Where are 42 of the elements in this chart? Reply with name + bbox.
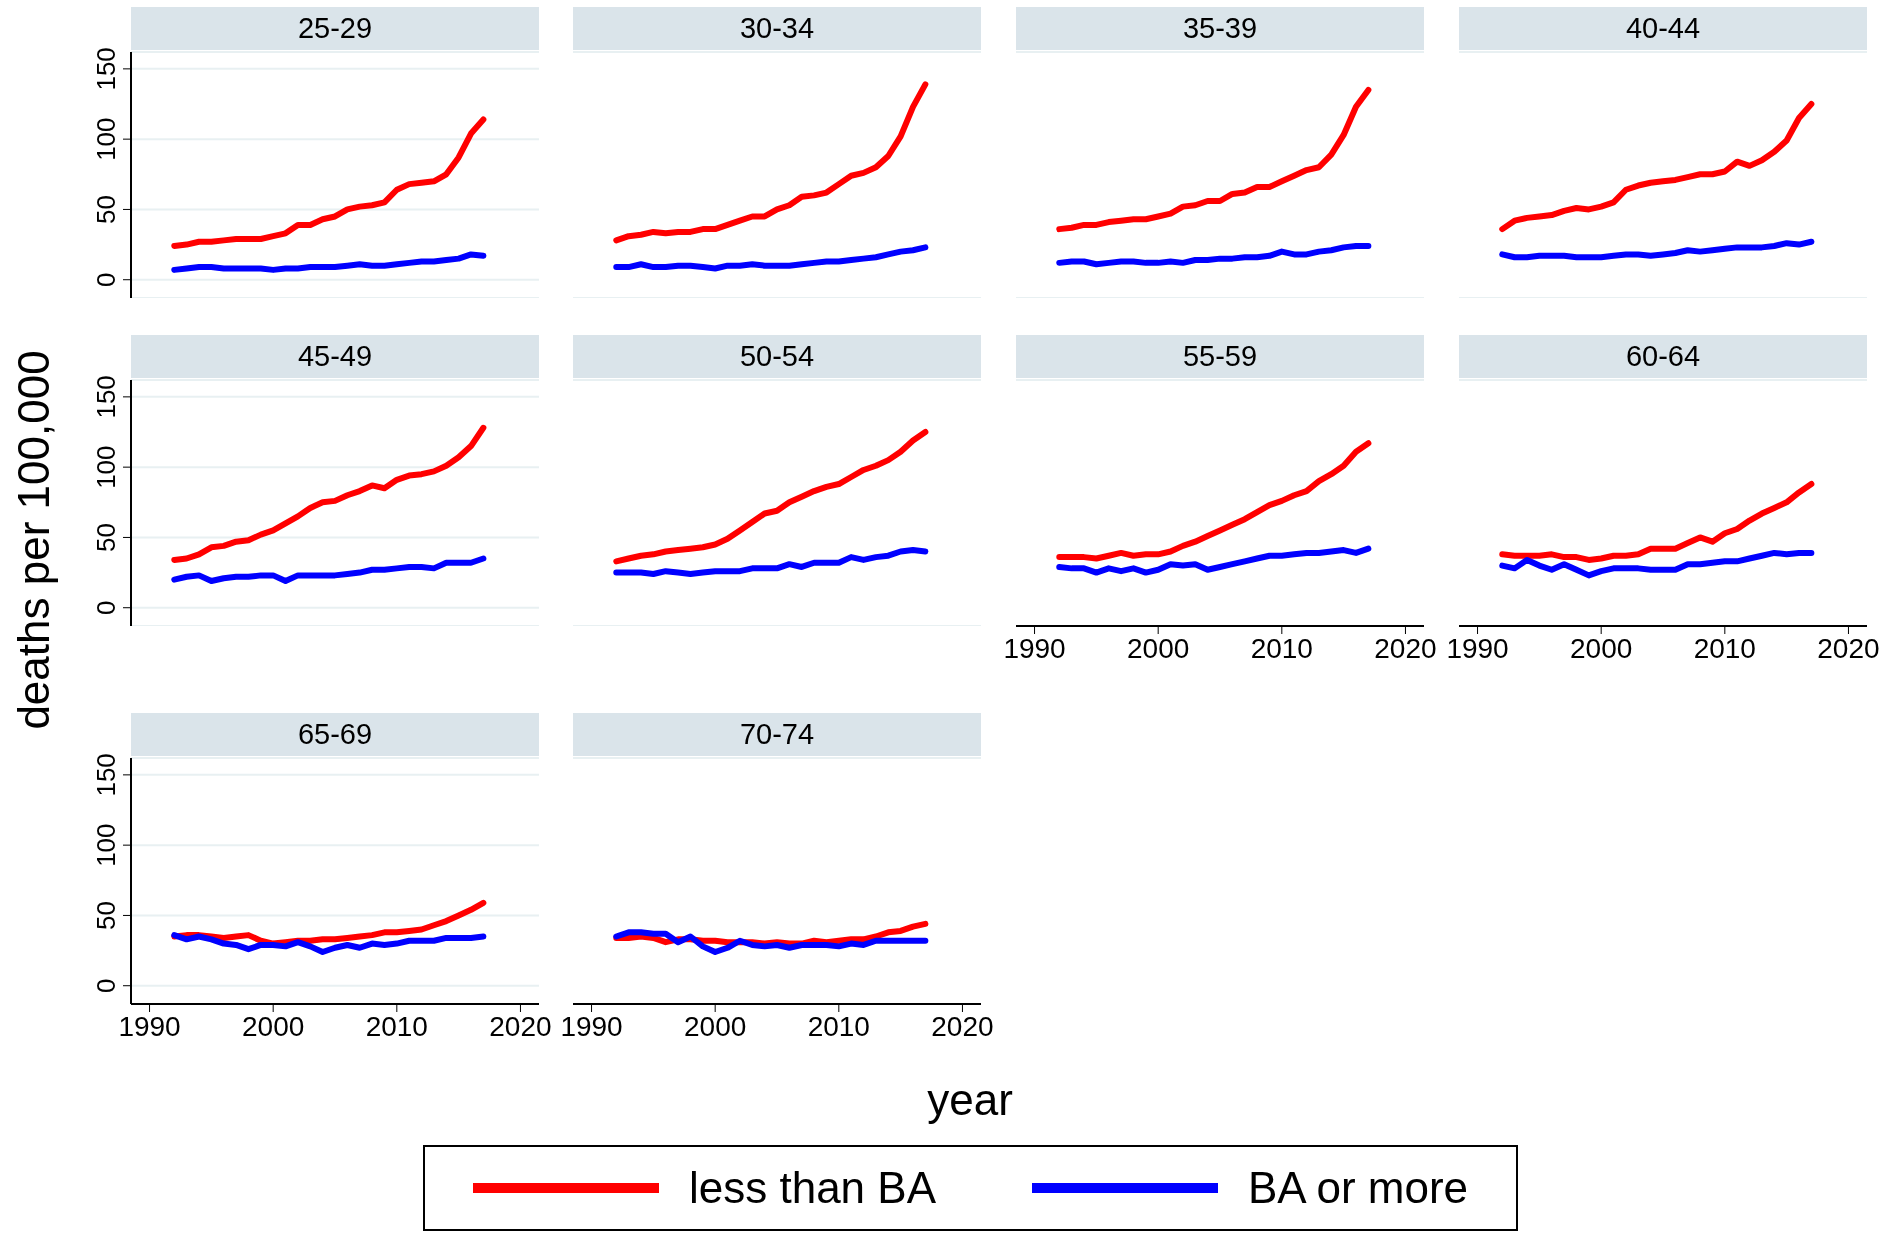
legend-label: less than BA bbox=[688, 1163, 936, 1213]
y-tick-label: 0 bbox=[91, 272, 121, 287]
x-tick-label: 1990 bbox=[1003, 632, 1066, 664]
y-tick-label: 50 bbox=[91, 900, 121, 930]
x-tick-label: 2020 bbox=[1817, 632, 1880, 664]
chart-title: 45-49 bbox=[131, 335, 539, 378]
y-tick-label: 50 bbox=[91, 194, 121, 224]
x-tick-label: 1990 bbox=[560, 1010, 623, 1042]
y-axis-title: deaths per 100,000 bbox=[9, 350, 59, 730]
y-tick-label: 50 bbox=[91, 522, 121, 552]
x-tick-label: 1990 bbox=[118, 1010, 181, 1042]
x-tick-label: 2010 bbox=[365, 1010, 428, 1042]
legend-label: BA or more bbox=[1247, 1163, 1469, 1213]
x-tick-label: 2000 bbox=[684, 1010, 747, 1042]
chart-title: 40-44 bbox=[1459, 7, 1867, 50]
chart-title: 25-29 bbox=[131, 7, 539, 50]
x-tick-label: 1990 bbox=[1446, 632, 1509, 664]
chart-title: 55-59 bbox=[1016, 335, 1424, 378]
y-tick-label: 100 bbox=[91, 445, 121, 489]
x-tick-label: 2000 bbox=[1570, 632, 1633, 664]
y-tick-label: 150 bbox=[91, 375, 121, 419]
chart-title: 70-74 bbox=[573, 713, 981, 756]
x-tick-label: 2010 bbox=[1250, 632, 1313, 664]
x-tick-label: 2000 bbox=[242, 1010, 305, 1042]
y-tick-label: 0 bbox=[91, 978, 121, 993]
chart-title: 50-54 bbox=[573, 335, 981, 378]
x-tick-label: 2020 bbox=[931, 1010, 994, 1042]
chart-title: 35-39 bbox=[1016, 7, 1424, 50]
y-tick-label: 100 bbox=[91, 823, 121, 867]
y-tick-label: 150 bbox=[91, 753, 121, 797]
x-tick-label: 2010 bbox=[807, 1010, 870, 1042]
x-tick-label: 2010 bbox=[1693, 632, 1756, 664]
chart-title: 60-64 bbox=[1459, 335, 1867, 378]
chart-title: 65-69 bbox=[131, 713, 539, 756]
x-tick-label: 2000 bbox=[1127, 632, 1190, 664]
chart-title: 30-34 bbox=[573, 7, 981, 50]
x-tick-label: 2020 bbox=[489, 1010, 552, 1042]
y-tick-label: 150 bbox=[91, 47, 121, 91]
x-axis-title: year bbox=[927, 1075, 1013, 1125]
y-tick-label: 100 bbox=[91, 117, 121, 161]
x-tick-label: 2020 bbox=[1374, 632, 1437, 664]
y-tick-label: 0 bbox=[91, 600, 121, 615]
